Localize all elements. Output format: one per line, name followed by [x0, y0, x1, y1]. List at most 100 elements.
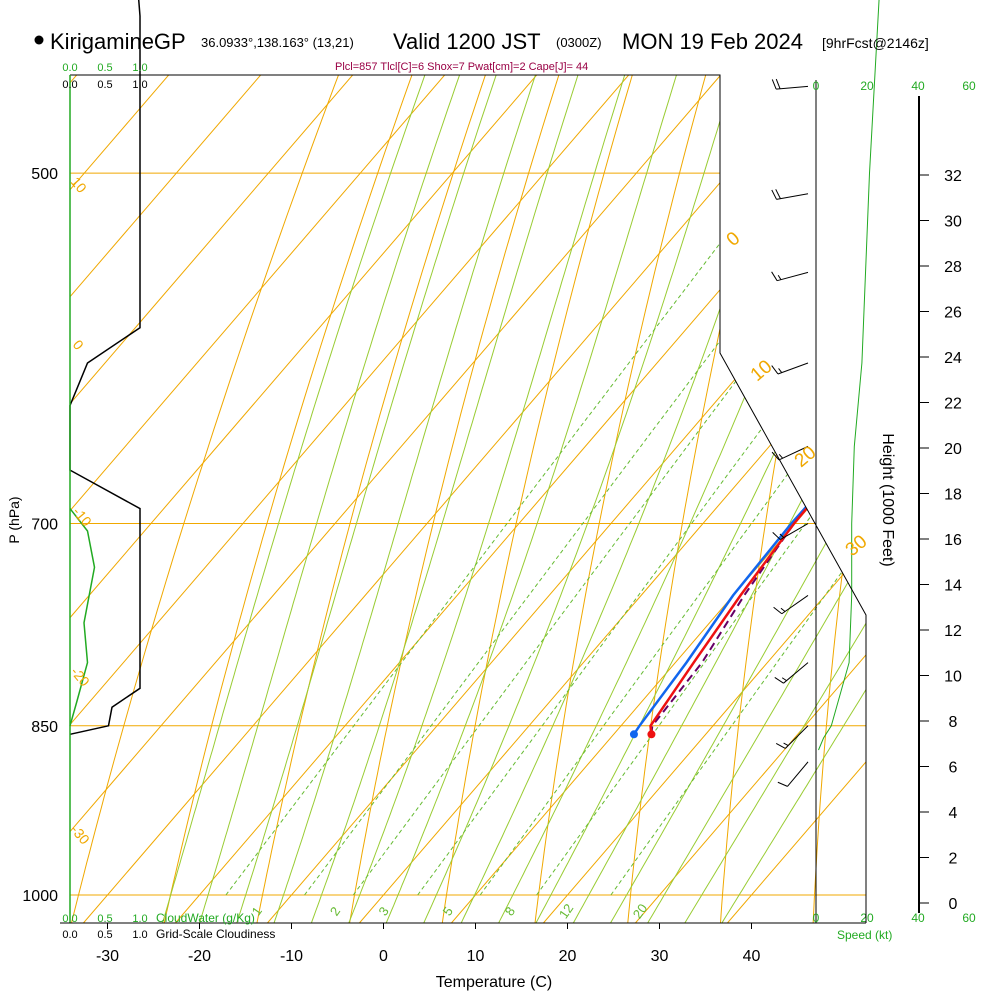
speed-tick-bottom: 20 [860, 911, 874, 925]
cloudwater-tick-top: 0.5 [97, 62, 112, 74]
moist-adiabat-line [523, 75, 866, 923]
temperature-tick-label: 10 [467, 948, 485, 965]
temperature-tick-label: -20 [188, 948, 211, 965]
cloudiness-line [69, 0, 141, 736]
moist-adiabat-line [302, 75, 803, 923]
isotherm-line [175, 75, 866, 923]
moist-adiabat-line [449, 75, 866, 923]
cloudiness-tick-bottom: 0.5 [97, 929, 112, 941]
height-tick-label: 32 [944, 168, 962, 185]
height-tick-label: 18 [944, 487, 962, 504]
height-tick-label: 0 [949, 896, 958, 913]
moist-adiabat-line [560, 75, 866, 923]
dry-adiabat-line [811, 75, 866, 923]
height-tick-label: 24 [944, 350, 962, 367]
height-tick-label: 12 [944, 623, 962, 640]
dry-adiabat-line [438, 75, 862, 923]
dry-adiabat-line [345, 75, 801, 923]
isotherm-line [70, 75, 866, 923]
temperature-line [649, 75, 866, 735]
dry-adiabat-line [70, 75, 618, 923]
height-tick-label: 20 [944, 441, 962, 458]
wind-barb [771, 189, 809, 200]
cloudiness-tick-top: 1.0 [132, 79, 147, 91]
mixing-ratio-label: 8 [502, 904, 518, 919]
x-axis-title: Temperature (C) [436, 974, 552, 991]
dry-adiabat-line [531, 75, 866, 923]
wind-barb [772, 523, 809, 540]
pressure-tick-label: 1000 [22, 888, 58, 905]
temperature-tick-label: 40 [743, 948, 761, 965]
height-tick-label: 14 [944, 578, 962, 595]
height-tick-label: 4 [949, 805, 958, 822]
isotherm-line [267, 75, 866, 923]
surface-dewpoint-dot [629, 730, 638, 739]
isotherm-label: -10 [0, 0, 2, 1]
speed-axis-title: Speed (kt) [837, 928, 892, 942]
height-tick-label: 2 [949, 851, 958, 868]
cloudiness-tick-top: 0.5 [97, 79, 112, 91]
speed-tick-top: 40 [911, 79, 925, 93]
mixing-ratio-label: 12 [556, 901, 577, 921]
moist-adiabat-line [376, 75, 866, 923]
height-tick-label: 8 [949, 714, 958, 731]
temperature-tick-label: -10 [280, 948, 303, 965]
moist-adiabat-line [228, 75, 670, 923]
cloudwater-tick-bottom: 1.0 [132, 913, 147, 925]
height-tick-label: 10 [944, 669, 962, 686]
cloudiness-tick-bottom: 1.0 [132, 929, 147, 941]
moist-adiabat-line [265, 75, 734, 923]
isotherm-line [83, 75, 866, 923]
mixing-ratio-label: 2 [327, 904, 343, 919]
cloudwater-tick-bottom: 0.0 [62, 913, 77, 925]
dry-adiabat-line [158, 75, 679, 923]
moist-adiabat-line [486, 75, 866, 923]
speed-tick-top: 60 [962, 79, 976, 93]
wind-barb [775, 725, 809, 749]
chart-grid [70, 75, 866, 923]
pressure-tick-label: 700 [31, 517, 58, 534]
speed-tick-bottom: 60 [962, 911, 976, 925]
cloudiness-tick-top: 0.0 [62, 79, 77, 91]
dry-adiabat-label: -10 [70, 504, 95, 530]
wind-barb [773, 594, 809, 615]
cloudwater-tick-top: 0.0 [62, 62, 77, 74]
moist-adiabat-line [339, 75, 860, 923]
wind-barb [771, 271, 809, 282]
dry-adiabat-line [718, 75, 866, 923]
y-axis-title: P (hPa) [6, 496, 22, 543]
valid-time: Valid 1200 JST [393, 29, 541, 54]
moist-adiabat-line [633, 75, 866, 923]
wind-barb [777, 761, 809, 787]
mixing-ratio-line [479, 75, 866, 896]
mixing-ratio-line [352, 75, 866, 896]
temperature-tick-label: 30 [651, 948, 669, 965]
isotherm-label: 0 [723, 228, 745, 251]
mixing-ratio-label: 20 [630, 901, 651, 921]
station-bullet-icon [34, 35, 44, 45]
cloudwater-tick-top: 1.0 [132, 62, 147, 74]
cloud-panel [69, 0, 141, 736]
isotherm-line [70, 75, 866, 923]
dry-adiabat-label: -20 [68, 664, 93, 690]
height-tick-label: 30 [944, 214, 962, 231]
moist-adiabat-line [670, 75, 866, 923]
wind-barb [774, 662, 809, 684]
cloudiness-tick-bottom: 0.0 [62, 929, 77, 941]
speed-tick-top: 0 [813, 79, 820, 93]
wind-speed-line [818, 0, 880, 751]
cloudiness-legend: Grid-Scale Cloudiness [156, 927, 275, 941]
mixing-ratio-line [225, 75, 866, 896]
moist-adiabat-line [412, 75, 866, 923]
dry-adiabat-label: -30 [68, 822, 93, 848]
cloudwater-tick-bottom: 0.5 [97, 913, 112, 925]
moist-adiabat-line [155, 75, 552, 923]
isotherm-line [70, 75, 866, 923]
temperature-tick-label: 20 [559, 948, 577, 965]
station-coords: 36.0933°,138.163° (13,21) [201, 35, 354, 50]
height-tick-label: 6 [949, 760, 958, 777]
sounding-profiles [629, 75, 866, 739]
speed-tick-bottom: 40 [911, 911, 925, 925]
isotherm-line [635, 75, 866, 923]
